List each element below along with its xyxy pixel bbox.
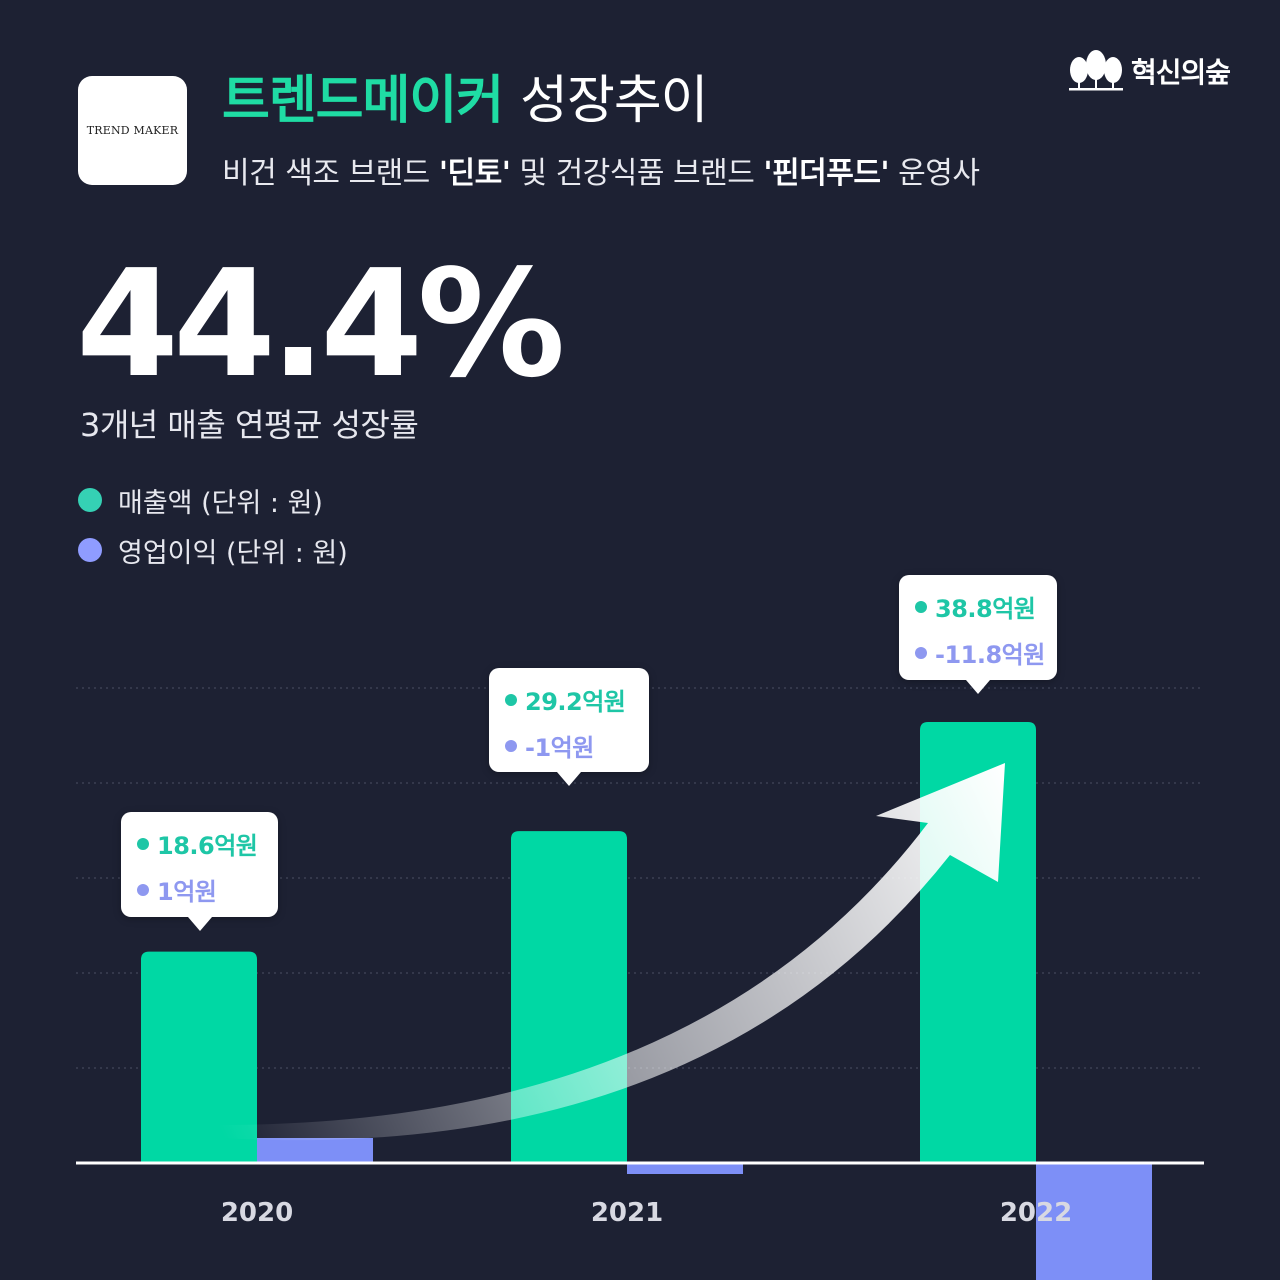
legend-item-profit: 영업이익 (단위 : 원) — [78, 528, 348, 572]
forest-icon — [1068, 50, 1123, 91]
growth-rate-caption: 3개년 매출 연평균 성장률 — [80, 406, 419, 444]
callout-revenue-row: 29.2억원 — [505, 682, 626, 717]
callout-profit-value: -11.8억원 — [935, 641, 1045, 669]
legend-dot-profit — [78, 538, 102, 562]
callout-revenue-dot — [915, 600, 927, 613]
publisher-name: 혁신의숲 — [1130, 56, 1231, 89]
company-logo: TREND MAKER — [78, 76, 187, 185]
callout-2022: 38.8억원 -11.8억원 — [899, 575, 1057, 694]
x-tick-2021: 2021 — [591, 1198, 663, 1228]
trend-arrow — [220, 763, 1005, 1141]
subtitle-brand1: '딘토' — [438, 156, 511, 191]
legend-label-revenue: 매출액 (단위 : 원) — [118, 487, 323, 519]
callout-profit-row: 1억원 — [137, 872, 217, 907]
page-subtitle: 비건 색조 브랜드 '딘토' 및 건강식품 브랜드 '핀더푸드' 운영사 — [222, 148, 980, 192]
title-rest: 성장추이 — [520, 71, 708, 131]
x-tick-2020: 2020 — [221, 1198, 293, 1228]
bar-profit-2022 — [1036, 1163, 1152, 1280]
callout-profit-dot — [137, 883, 149, 896]
callout-revenue-row: 18.6억원 — [137, 826, 258, 861]
callout-profit-row: -1억원 — [505, 728, 594, 763]
bar-revenue-2020 — [141, 951, 257, 1163]
title-company: 트렌드메이커 — [222, 71, 504, 131]
legend-label-profit: 영업이익 (단위 : 원) — [118, 537, 348, 569]
callout-revenue-row: 38.8억원 — [915, 589, 1036, 624]
subtitle-suffix: 운영사 — [889, 156, 980, 191]
callout-profit-value: -1억원 — [525, 734, 594, 762]
page-title: 트렌드메이커 성장추이 — [222, 70, 709, 132]
callout-revenue-value: 29.2억원 — [525, 688, 626, 716]
subtitle-brand2: '핀더푸드' — [763, 156, 890, 191]
publisher-logo: 혁신의숲 — [1067, 50, 1231, 92]
chart-legend: 매출액 (단위 : 원) 영업이익 (단위 : 원) — [78, 478, 348, 578]
legend-item-revenue: 매출액 (단위 : 원) — [78, 478, 348, 522]
x-tick-2022: 2022 — [1000, 1198, 1072, 1228]
subtitle-mid: 및 건강식품 브랜드 — [510, 156, 764, 191]
legend-dot-revenue — [78, 488, 102, 512]
bar-profit-2021 — [627, 1163, 743, 1174]
callout-revenue-value: 18.6억원 — [157, 832, 258, 860]
growth-rate-value: 44.4% — [76, 238, 565, 410]
callout-revenue-value: 38.8억원 — [935, 595, 1036, 623]
callout-profit-dot — [505, 739, 517, 752]
company-logo-text: TREND MAKER — [86, 124, 179, 137]
callout-2021: 29.2억원 -1억원 — [489, 668, 649, 786]
callout-profit-dot — [915, 646, 927, 659]
callout-profit-row: -11.8억원 — [915, 635, 1045, 670]
bar-profit-2020 — [257, 1138, 373, 1163]
callout-revenue-dot — [505, 693, 517, 706]
subtitle-prefix: 비건 색조 브랜드 — [222, 156, 439, 191]
callout-revenue-dot — [137, 837, 149, 850]
callout-2020: 18.6억원 1억원 — [121, 812, 278, 931]
callout-profit-value: 1억원 — [157, 878, 217, 906]
